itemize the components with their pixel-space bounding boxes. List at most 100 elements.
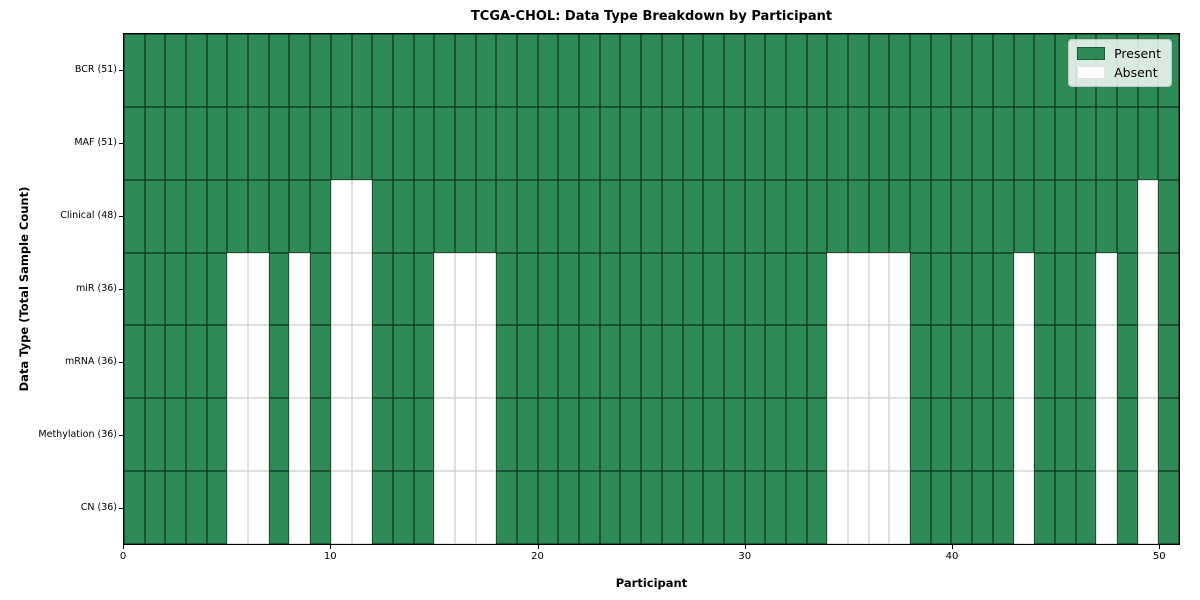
heatmap-cell <box>475 252 497 326</box>
heatmap-cell <box>227 106 249 180</box>
y-axis-label: Data Type (Total Sample Count) <box>17 186 31 392</box>
heatmap-cell <box>1137 106 1159 180</box>
heatmap-cell <box>661 325 683 399</box>
heatmap-cell <box>599 252 621 326</box>
heatmap-cell <box>227 34 249 107</box>
heatmap-cell <box>351 106 373 180</box>
plot-area: Present Absent <box>123 33 1180 545</box>
heatmap-cell <box>930 325 952 399</box>
heatmap-cell <box>496 34 518 107</box>
legend-item: Present <box>1077 47 1161 60</box>
chart-title: TCGA-CHOL: Data Type Breakdown by Partic… <box>470 9 833 24</box>
heatmap-cell <box>558 398 580 472</box>
heatmap-cell <box>268 179 290 253</box>
heatmap-cell <box>310 179 331 253</box>
heatmap-cell <box>682 398 704 472</box>
heatmap-cell <box>1116 179 1138 253</box>
heatmap-cell <box>848 471 869 544</box>
heatmap-cell <box>165 252 187 326</box>
heatmap-cell <box>413 106 435 180</box>
heatmap-cell <box>951 252 973 326</box>
heatmap-cell <box>806 252 828 326</box>
heatmap-cell <box>661 252 683 326</box>
heatmap-cell <box>641 179 662 253</box>
heatmap-cell <box>1013 325 1035 399</box>
heatmap-cell <box>206 325 228 399</box>
heatmap-cell <box>1137 252 1159 326</box>
y-tick-label: Clinical (48) <box>60 209 117 221</box>
heatmap-cell <box>558 252 580 326</box>
heatmap-cell <box>248 471 269 544</box>
heatmap-cell <box>558 106 580 180</box>
x-tick-mark <box>537 545 539 549</box>
heatmap-cell <box>744 106 766 180</box>
y-tick-label: BCR (51) <box>74 63 117 75</box>
heatmap-cell <box>620 325 642 399</box>
heatmap-cell <box>496 325 518 399</box>
heatmap-cell <box>289 179 311 253</box>
heatmap-cell <box>1013 471 1035 544</box>
y-tick-label: MAF (51) <box>74 136 117 148</box>
heatmap-cell <box>992 106 1014 180</box>
heatmap-cell <box>413 252 435 326</box>
x-tick-mark <box>744 545 746 549</box>
heatmap-cell <box>475 34 497 107</box>
heatmap-cell <box>641 398 662 472</box>
heatmap-cell <box>310 398 331 472</box>
heatmap-cell <box>372 106 393 180</box>
heatmap-cell <box>972 471 993 544</box>
heatmap-cell <box>848 106 869 180</box>
legend-label: Present <box>1114 46 1161 61</box>
heatmap-cell <box>165 398 187 472</box>
heatmap-cell <box>351 471 373 544</box>
heatmap-cell <box>351 34 373 107</box>
heatmap-cell <box>951 179 973 253</box>
heatmap-cell <box>785 398 807 472</box>
heatmap-cell <box>186 471 207 544</box>
heatmap-cell <box>268 398 290 472</box>
heatmap-cell <box>248 325 269 399</box>
heatmap-cell <box>1075 325 1097 399</box>
heatmap-cell <box>1158 179 1179 253</box>
heatmap-cell <box>579 325 600 399</box>
heatmap-cell <box>1096 325 1117 399</box>
heatmap-cell <box>1137 398 1159 472</box>
heatmap-cell <box>703 179 724 253</box>
heatmap-cell <box>848 179 869 253</box>
heatmap-cell <box>806 398 828 472</box>
heatmap-cell <box>785 34 807 107</box>
heatmap-cell <box>537 325 559 399</box>
heatmap-cell <box>413 34 435 107</box>
heatmap-cell <box>268 252 290 326</box>
heatmap-cell <box>1158 325 1179 399</box>
y-tick-mark <box>119 142 123 144</box>
heatmap-cell <box>579 471 600 544</box>
y-tick-mark <box>119 69 123 71</box>
heatmap-cell <box>268 471 290 544</box>
heatmap-cell <box>620 179 642 253</box>
heatmap-cell <box>392 398 414 472</box>
heatmap-cell <box>641 34 662 107</box>
heatmap-cell <box>537 252 559 326</box>
heatmap-cell <box>868 252 890 326</box>
heatmap-cell <box>124 325 145 399</box>
heatmap-cell <box>1096 106 1117 180</box>
heatmap-cell <box>682 34 704 107</box>
legend-item: Absent <box>1077 66 1161 79</box>
heatmap-cell <box>454 34 476 107</box>
heatmap-cell <box>537 34 559 107</box>
heatmap-cell <box>703 398 724 472</box>
heatmap-cell <box>537 471 559 544</box>
heatmap-cell <box>910 398 931 472</box>
heatmap-cell <box>951 471 973 544</box>
heatmap-cell <box>1116 398 1138 472</box>
heatmap-cell <box>1158 471 1179 544</box>
heatmap-cell <box>1034 325 1055 399</box>
heatmap-cell <box>785 471 807 544</box>
heatmap-cell <box>1075 252 1097 326</box>
heatmap-cell <box>868 325 890 399</box>
heatmap-cell <box>972 252 993 326</box>
heatmap-cell <box>372 398 393 472</box>
heatmap-cell <box>1013 252 1035 326</box>
heatmap-cell <box>827 398 849 472</box>
